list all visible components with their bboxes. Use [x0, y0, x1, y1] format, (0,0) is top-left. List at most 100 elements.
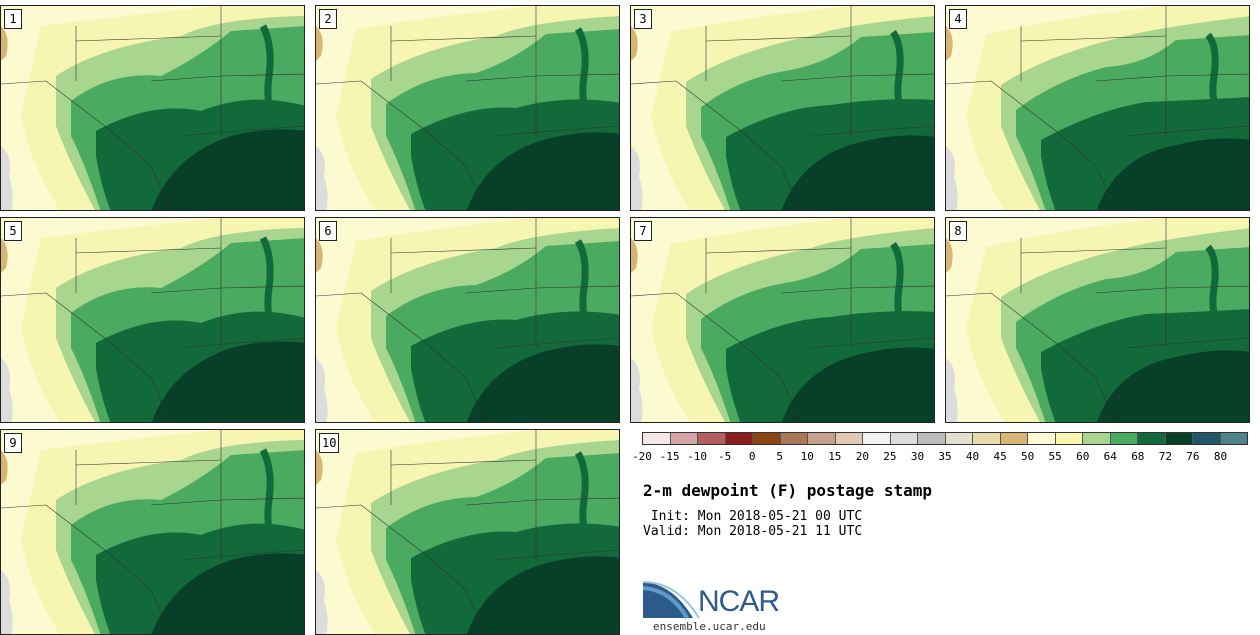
map-panel-8: 8	[945, 217, 1250, 423]
colorbar-tick-label: -5	[718, 450, 732, 463]
dewpoint-map	[316, 218, 619, 422]
dewpoint-map	[316, 430, 619, 634]
border-line	[316, 292, 486, 422]
border-line	[1020, 247, 1167, 254]
border-line	[705, 35, 852, 42]
dewpoint-map	[316, 6, 619, 210]
river-moisture-band	[1205, 32, 1220, 109]
high-terrain-patch	[946, 26, 953, 61]
river-moisture-band	[259, 448, 275, 541]
border-line	[1165, 73, 1249, 77]
border-line	[1, 292, 171, 422]
border-line	[465, 75, 537, 82]
colorbar-tick-label: 40	[965, 450, 980, 463]
mountain-patch	[1, 570, 13, 634]
colorbar-segment	[973, 433, 1001, 444]
state-borders	[631, 6, 934, 210]
init-time: Init: Mon 2018-05-21 00 UTC	[643, 509, 863, 524]
gulf-region	[151, 341, 304, 422]
colorbar-tick-label: 76	[1186, 450, 1200, 463]
border-line	[495, 549, 619, 561]
mountain-patch	[631, 358, 643, 422]
colorbar-tick-label: 45	[993, 450, 1007, 463]
colorbar-tick-label: 20	[855, 450, 869, 463]
colorbar-segment	[1220, 433, 1247, 444]
river-moisture-band	[1205, 244, 1220, 321]
colorbar-segment	[1055, 433, 1083, 444]
mountain-patch	[316, 146, 328, 210]
border-line	[465, 287, 537, 294]
colorbar-segment	[1000, 433, 1028, 444]
dewpoint-map	[946, 6, 1249, 210]
border-line	[220, 73, 304, 77]
site-url: ensemble.ucar.edu	[653, 620, 766, 633]
river-moisture-band	[574, 239, 590, 326]
map-panel-1: 1	[0, 5, 305, 211]
map-panel-6: 6	[315, 217, 620, 423]
high-terrain-patch	[1, 238, 8, 273]
colorbar-segment	[1165, 433, 1193, 444]
member-number-label: 1	[4, 9, 22, 29]
gulf-region	[781, 135, 934, 210]
member-number-label: 10	[319, 433, 340, 453]
gulf-region	[466, 556, 619, 634]
border-line	[150, 75, 222, 82]
state-borders	[631, 218, 934, 422]
colorbar-segment	[808, 433, 836, 444]
border-line	[705, 247, 852, 254]
map-panel-10: 10	[315, 429, 620, 635]
state-borders	[316, 218, 619, 422]
colorbar-segment	[835, 433, 863, 444]
border-line	[180, 549, 304, 561]
dewpoint-map	[946, 218, 1249, 422]
colorbar-tick-label: 55	[1048, 450, 1062, 463]
colorbar-segment	[698, 433, 726, 444]
dewpoint-colorbar	[642, 432, 1248, 445]
colorbar-tick-label: 72	[1158, 450, 1172, 463]
border-line	[810, 125, 934, 137]
border-line	[465, 499, 537, 506]
border-line	[390, 459, 537, 466]
valid-time: Valid: Mon 2018-05-21 11 UTC	[643, 524, 863, 539]
high-terrain-patch	[1, 26, 8, 61]
colorbar-tick-label: 0	[748, 450, 756, 463]
colorbar-segment	[945, 433, 973, 444]
colorbar-tick-label: 50	[1021, 450, 1035, 463]
dewpoint-map	[1, 430, 304, 634]
border-line	[75, 247, 222, 254]
mountain-patch	[1, 358, 13, 422]
colorbar-tick-label: 25	[883, 450, 897, 463]
state-borders	[1, 430, 304, 634]
colorbar-tick-label: -20	[632, 450, 652, 463]
border-line	[780, 287, 852, 294]
high-terrain-patch	[316, 450, 323, 485]
border-line	[535, 73, 619, 77]
state-borders	[1, 218, 304, 422]
map-panel-4: 4	[945, 5, 1250, 211]
river-moisture-band	[890, 241, 905, 324]
high-terrain-patch	[1, 450, 8, 485]
colorbar-tick-label: 10	[800, 450, 814, 463]
river-moisture-band	[259, 24, 275, 117]
border-line	[150, 499, 222, 506]
gulf-region	[1096, 350, 1249, 422]
colorbar-segment	[863, 433, 891, 444]
ncar-logo-icon	[643, 581, 700, 620]
colorbar-segment	[780, 433, 808, 444]
member-number-label: 3	[634, 9, 652, 29]
border-line	[780, 75, 852, 82]
border-line	[1095, 75, 1167, 82]
border-line	[535, 497, 619, 501]
gulf-region	[1096, 138, 1249, 210]
member-number-label: 2	[319, 9, 337, 29]
colorbar-segment	[1193, 433, 1221, 444]
border-line	[220, 497, 304, 501]
state-borders	[1, 6, 304, 210]
member-number-label: 4	[949, 9, 967, 29]
colorbar-tick-label: 68	[1131, 450, 1145, 463]
border-line	[1, 80, 171, 210]
border-line	[1095, 287, 1167, 294]
dewpoint-map	[1, 218, 304, 422]
colorbar-segment	[1110, 433, 1138, 444]
colorbar-tick-label: 30	[910, 450, 925, 463]
